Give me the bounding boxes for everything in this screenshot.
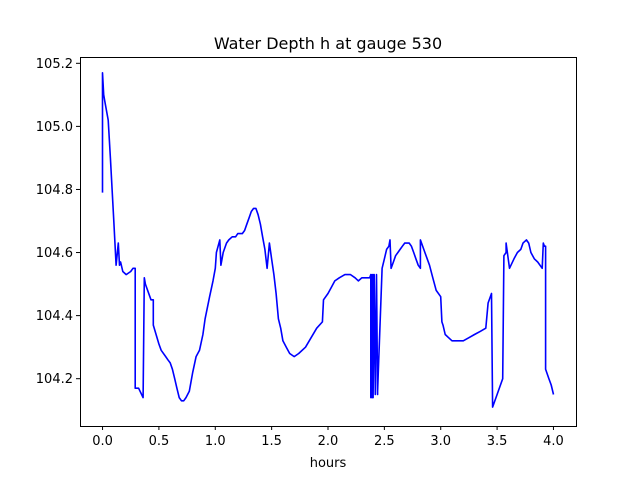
y-tick-label: 105.0 <box>36 120 73 135</box>
chart-title: Water Depth h at gauge 530 <box>214 34 442 53</box>
y-axis: 104.2 104.4 104.6 104.8 105.0 105.2 <box>36 57 80 387</box>
x-tick-label: 1.5 <box>261 434 282 449</box>
y-tick-label: 104.8 <box>36 183 73 198</box>
x-tick-label: 0.5 <box>149 434 170 449</box>
y-tick-label: 104.4 <box>36 309 73 324</box>
x-tick-label: 1.0 <box>205 434 226 449</box>
plot-frame <box>80 57 577 427</box>
y-tick-label: 104.6 <box>36 246 73 261</box>
x-tick-label: 3.0 <box>430 434 451 449</box>
y-tick-label: 104.2 <box>36 372 73 387</box>
x-axis: 0.0 0.5 1.0 1.5 2.0 2.5 3.0 3.5 4.0 <box>92 426 564 449</box>
series-layer <box>101 72 555 408</box>
x-tick-label: 3.5 <box>487 434 508 449</box>
x-tick-label: 0.0 <box>92 434 113 449</box>
x-tick-label: 2.0 <box>318 434 339 449</box>
x-tick-label: 2.5 <box>374 434 395 449</box>
x-axis-label: hours <box>310 456 347 471</box>
y-tick-label: 105.2 <box>36 57 73 72</box>
x-tick-label: 4.0 <box>543 434 564 449</box>
water-depth-line <box>101 72 555 408</box>
